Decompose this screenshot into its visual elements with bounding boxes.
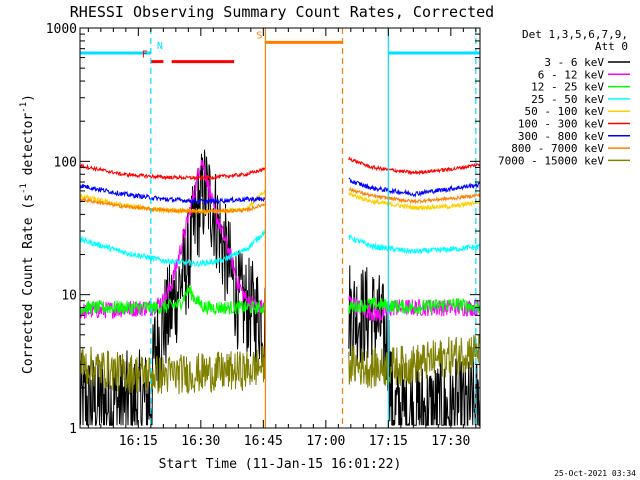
flag-label-F: F	[142, 50, 148, 61]
y-axis-label-sup2: -1	[19, 102, 29, 113]
vertical-markers	[150, 28, 477, 428]
footer-date: 25-Oct-2021 03:34	[554, 469, 636, 478]
series-line-25-50kev-0	[79, 228, 266, 268]
series-line-300-800kev-0	[79, 184, 266, 206]
y-tick-label: 10	[61, 289, 77, 304]
legend-label-5: 100 - 300 keV	[518, 118, 604, 131]
legend-label-8: 7000 - 15000 keV	[498, 154, 604, 167]
series-line-6-12kev-0	[79, 159, 266, 319]
x-tick-label: 17:15	[369, 434, 408, 449]
y-axis-label-part3: )	[21, 94, 36, 102]
series-lines	[79, 149, 481, 427]
legend-header-line2: Att 0	[595, 40, 628, 53]
series-line-6-12kev-1	[348, 295, 481, 323]
series-line-12-25kev-0	[79, 284, 266, 316]
legend-label-2: 12 - 25 keV	[531, 81, 604, 94]
series-line-800-7000kev-1	[348, 186, 481, 205]
flag-label-S: S	[256, 30, 262, 41]
x-tick-label: 17:30	[431, 434, 470, 449]
legend-header-line1: Det 1,3,5,6,7,9,	[522, 28, 628, 41]
y-tick-label: 1	[69, 422, 77, 437]
flag-label-N: N	[157, 41, 163, 52]
x-tick-label: 17:00	[306, 434, 345, 449]
legend-label-0: 3 - 6 keV	[544, 56, 604, 69]
plot-frame	[79, 27, 481, 429]
x-tick-label: 16:30	[181, 434, 220, 449]
series-line-25-50kev-1	[348, 234, 480, 255]
series-line-300-800kev-1	[348, 177, 481, 198]
y-axis-label-sup1: -1	[19, 183, 29, 194]
axes: 16:15 16:30 16:45 17:00 17:15 17:30 1 10 100 1000	[46, 22, 480, 449]
series-line-7000-15000kev-0	[79, 345, 266, 395]
series-line-100-300kev-0	[79, 162, 266, 182]
series-line-7000-15000kev-1	[348, 334, 481, 389]
legend-label-3: 25 - 50 keV	[531, 93, 604, 106]
y-axis-label: Corrected Count Rate (s-1 detector-1)	[19, 94, 36, 374]
flag-bars: NF S	[80, 30, 480, 64]
legend-label-1: 6 - 12 keV	[538, 68, 605, 81]
series-line-100-300kev-1	[348, 156, 481, 176]
legend-label-4: 50 - 100 keV	[525, 105, 605, 118]
y-axis-label-part2: detector	[21, 113, 36, 184]
series-line-50-100kev-1	[348, 191, 481, 212]
legend-label-7: 800 - 7000 keV	[511, 142, 604, 155]
y-axis-label-part1: Corrected Count Rate (s	[21, 194, 36, 374]
series-line-3-6kev-1	[348, 265, 481, 427]
series-line-12-25kev-1	[348, 297, 481, 316]
x-tick-label: 16:45	[244, 434, 283, 449]
chart-title: RHESSI Observing Summary Count Rates, Co…	[70, 3, 494, 21]
y-tick-label: 1000	[46, 22, 77, 37]
y-tick-label: 100	[54, 155, 77, 170]
series-line-800-7000kev-0	[79, 197, 266, 215]
x-tick-label: 16:15	[119, 434, 158, 449]
legend-label-6: 300 - 800 keV	[518, 130, 604, 143]
x-axis-label: Start Time (11-Jan-15 16:01:22)	[159, 457, 402, 472]
